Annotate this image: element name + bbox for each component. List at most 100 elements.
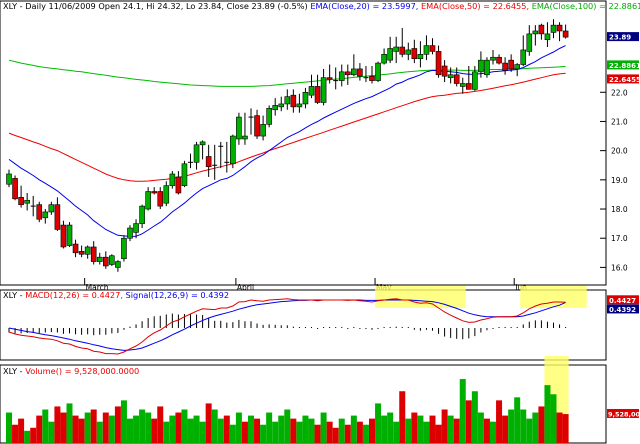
volume-bar-4 — [30, 427, 37, 443]
volume-bar-78 — [477, 412, 484, 443]
volume-bar-72 — [441, 409, 448, 443]
candle-body-27 — [169, 173, 176, 186]
candle-body-47 — [290, 94, 297, 108]
macd-tag-bg-1 — [607, 304, 639, 314]
candle-body-67 — [411, 48, 418, 60]
volume-bar-58 — [356, 421, 363, 443]
ema20-legend: EMA(Close,20) = 23.5997, — [310, 1, 418, 11]
candle-body-39 — [242, 135, 248, 140]
volume-bar-38 — [235, 412, 242, 443]
candle-body-23 — [145, 191, 151, 210]
volume-bar-9 — [60, 412, 67, 443]
volume-bar-12 — [78, 418, 85, 443]
price-tag-label-1: 22.8861 — [609, 62, 640, 70]
ema100-line — [8, 59, 566, 87]
candle-body-70 — [429, 45, 436, 52]
volume-bar-27 — [169, 415, 176, 443]
candle-body-89 — [544, 33, 551, 41]
price-tag-label-2: 22.6455 — [609, 76, 640, 84]
candle-body-48 — [296, 103, 303, 108]
volume-title: XLY - Volume() = 9,528,000.0000 — [3, 366, 139, 376]
candle-body-86 — [526, 33, 533, 52]
volume-bar-70 — [429, 415, 436, 443]
candle-body-90 — [550, 24, 557, 33]
y-tick-label-3: 19.0 — [611, 176, 628, 185]
y-tick-label-5: 21.0 — [611, 117, 628, 126]
volume-bar-56 — [344, 424, 351, 443]
volume-bar-1 — [12, 424, 19, 443]
candle-body-46 — [284, 96, 291, 105]
candle-body-32 — [199, 141, 206, 146]
candle-body-62 — [381, 54, 387, 64]
volume-bar-13 — [84, 412, 91, 443]
volume-bar-28 — [175, 412, 182, 443]
price-tag-bg-2 — [607, 74, 639, 84]
volume-bar-51 — [314, 424, 321, 443]
volume-bar-53 — [326, 421, 333, 443]
ema100-legend: EMA(Close,100) = 22.8861 — [532, 1, 640, 11]
volume-bar-65 — [399, 391, 406, 443]
volume-bar-35 — [217, 418, 224, 443]
candle-body-10 — [66, 224, 73, 246]
volume-bar-85 — [520, 409, 527, 443]
candle-body-69 — [423, 45, 430, 55]
candle-body-61 — [375, 62, 381, 81]
candle-body-43 — [266, 108, 272, 125]
volume-bar-46 — [284, 409, 291, 443]
candle-body-85 — [520, 49, 527, 65]
candle-body-15 — [96, 256, 103, 262]
macd-highlight-0 — [375, 286, 466, 308]
candle-body-50 — [308, 86, 315, 96]
volume-bar-15 — [96, 421, 103, 443]
volume-bar-54 — [332, 427, 339, 443]
volume-bar-10 — [66, 403, 73, 443]
candle-body-65 — [399, 46, 406, 55]
volume-bar-32 — [199, 421, 206, 443]
volume-bar-33 — [205, 403, 212, 443]
price-title-prefix: XLY - Daily 11/06/2009 Open 24.1, Hi 24.… — [3, 1, 308, 11]
macd-legend: MACD(12,26) = 0.4427, — [25, 290, 123, 300]
candle-body-24 — [151, 191, 157, 194]
volume-bar-44 — [272, 421, 279, 443]
volume-bar-8 — [54, 406, 61, 443]
candle-body-49 — [302, 91, 309, 105]
volume-bar-26 — [163, 421, 170, 443]
volume-bar-90 — [550, 394, 557, 443]
candle-body-9 — [60, 224, 67, 248]
volume-bar-19 — [120, 400, 127, 443]
volume-bar-66 — [405, 418, 412, 443]
volume-bar-47 — [290, 418, 297, 443]
volume-bar-60 — [369, 418, 375, 443]
volume-bar-55 — [338, 418, 345, 443]
volume-legend: Volume() = 9,528,000.0000 — [25, 366, 139, 376]
candle-body-7 — [48, 204, 55, 213]
candle-body-91 — [556, 24, 563, 32]
volume-bar-52 — [320, 412, 327, 443]
volume-bar-75 — [459, 379, 466, 443]
volume-bar-69 — [423, 421, 430, 443]
candle-body-14 — [90, 246, 97, 262]
candle-body-16 — [103, 256, 109, 267]
candle-body-57 — [351, 68, 357, 76]
volume-bar-20 — [127, 418, 133, 443]
volume-bar-91 — [556, 412, 563, 443]
macd-tag-label-1: 0.4392 — [609, 306, 636, 314]
price-tag-label-0: 23.89 — [609, 34, 631, 42]
candle-body-88 — [538, 24, 545, 35]
volume-bar-25 — [157, 406, 164, 443]
volume-bar-48 — [296, 421, 303, 443]
candle-body-26 — [163, 185, 170, 204]
volume-bar-40 — [248, 415, 254, 443]
candle-body-72 — [441, 65, 448, 77]
candle-body-53 — [326, 77, 333, 80]
volume-bar-92 — [562, 414, 569, 443]
candle-body-13 — [84, 246, 91, 255]
macd-panel-frame — [0, 289, 607, 361]
candle-body-17 — [109, 255, 115, 265]
candle-body-2 — [18, 197, 24, 205]
candle-body-60 — [369, 75, 375, 81]
volume-bar-41 — [254, 418, 261, 443]
macd-line — [8, 298, 566, 355]
volume-bar-59 — [362, 424, 369, 443]
